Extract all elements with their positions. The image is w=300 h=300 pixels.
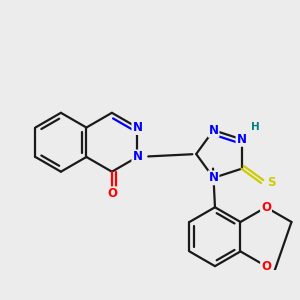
Text: O: O <box>261 201 271 214</box>
Text: N: N <box>236 133 247 146</box>
Text: N: N <box>132 151 142 164</box>
Text: H: H <box>251 122 260 132</box>
Text: N: N <box>208 171 218 184</box>
Text: O: O <box>261 260 271 273</box>
Text: N: N <box>132 121 142 134</box>
Text: S: S <box>267 176 275 189</box>
Text: O: O <box>107 187 117 200</box>
Text: N: N <box>208 124 218 137</box>
